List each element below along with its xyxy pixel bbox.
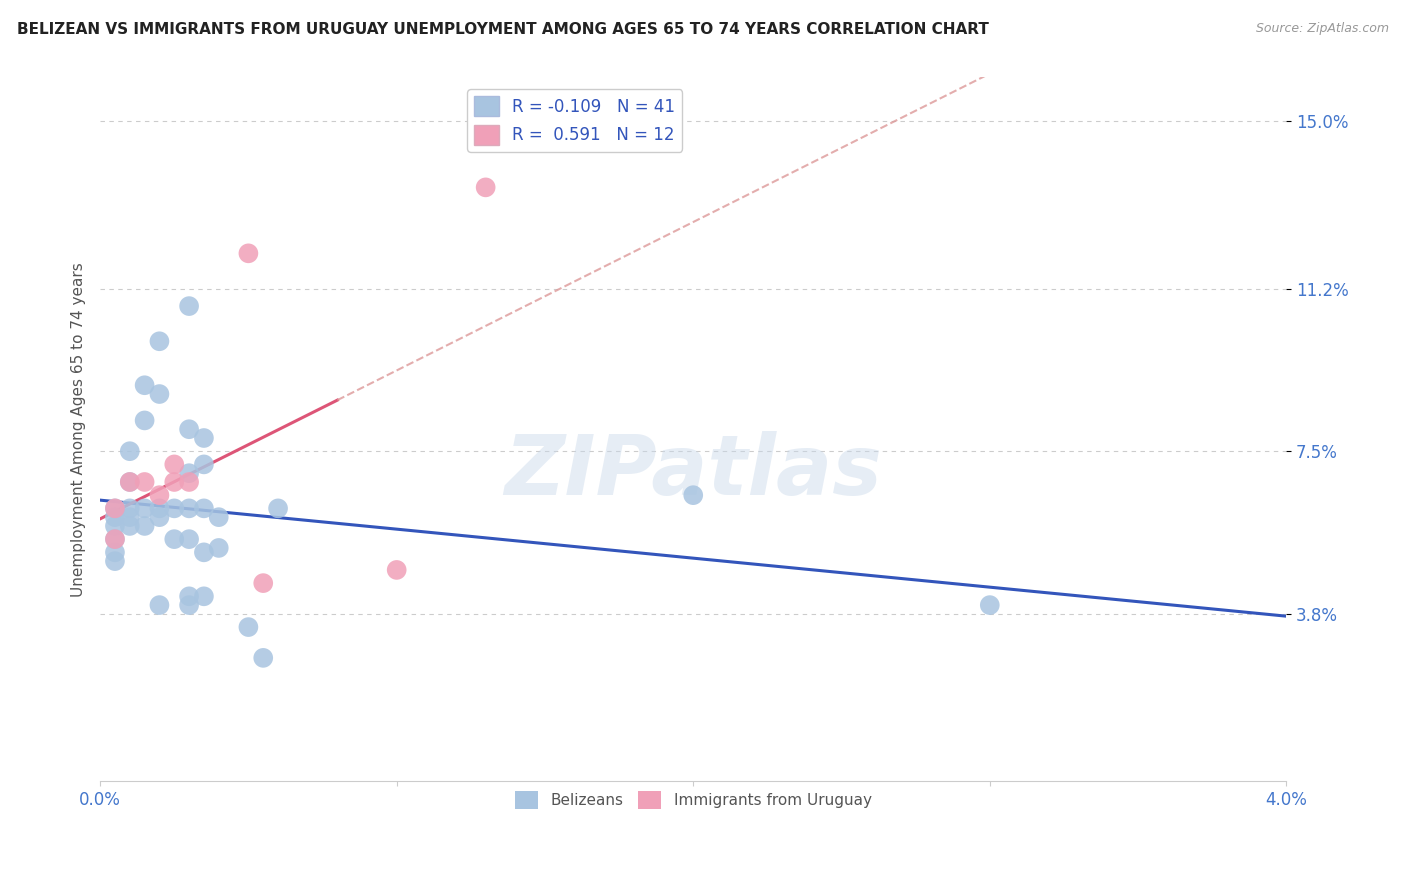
Point [193, 545, 215, 559]
Point [104, 501, 127, 516]
Point [177, 422, 200, 436]
Point [177, 299, 200, 313]
Point [134, 501, 156, 516]
Point [177, 598, 200, 612]
Point [104, 554, 127, 568]
Point [163, 475, 186, 489]
Point [177, 475, 200, 489]
Point [267, 501, 290, 516]
Point [148, 501, 170, 516]
Point [163, 458, 186, 472]
Point [979, 598, 1001, 612]
Point [252, 576, 274, 591]
Point [252, 651, 274, 665]
Point [134, 413, 156, 427]
Point [118, 510, 141, 524]
Point [134, 378, 156, 392]
Point [193, 590, 215, 604]
Point [134, 475, 156, 489]
Point [193, 431, 215, 445]
Point [104, 545, 127, 559]
Legend: Belizeans, Immigrants from Uruguay: Belizeans, Immigrants from Uruguay [509, 785, 877, 815]
Point [385, 563, 408, 577]
Point [148, 598, 170, 612]
Point [104, 510, 127, 524]
Point [118, 519, 141, 533]
Point [118, 501, 141, 516]
Point [104, 519, 127, 533]
Point [118, 475, 141, 489]
Point [163, 501, 186, 516]
Point [104, 501, 127, 516]
Point [148, 334, 170, 349]
Point [104, 532, 127, 546]
Point [118, 444, 141, 458]
Point [208, 510, 231, 524]
Point [238, 620, 260, 634]
Point [118, 475, 141, 489]
Point [238, 246, 260, 260]
Point [148, 488, 170, 502]
Point [177, 466, 200, 480]
Point [474, 180, 496, 194]
Text: Source: ZipAtlas.com: Source: ZipAtlas.com [1256, 22, 1389, 36]
Point [104, 532, 127, 546]
Point [193, 501, 215, 516]
Point [177, 501, 200, 516]
Point [682, 488, 704, 502]
Point [208, 541, 231, 555]
Point [163, 532, 186, 546]
Text: ZIPatlas: ZIPatlas [505, 431, 882, 512]
Point [193, 458, 215, 472]
Point [148, 387, 170, 401]
Point [177, 590, 200, 604]
Text: BELIZEAN VS IMMIGRANTS FROM URUGUAY UNEMPLOYMENT AMONG AGES 65 TO 74 YEARS CORRE: BELIZEAN VS IMMIGRANTS FROM URUGUAY UNEM… [17, 22, 988, 37]
Point [177, 532, 200, 546]
Y-axis label: Unemployment Among Ages 65 to 74 years: Unemployment Among Ages 65 to 74 years [72, 262, 86, 597]
Point [148, 510, 170, 524]
Point [134, 519, 156, 533]
